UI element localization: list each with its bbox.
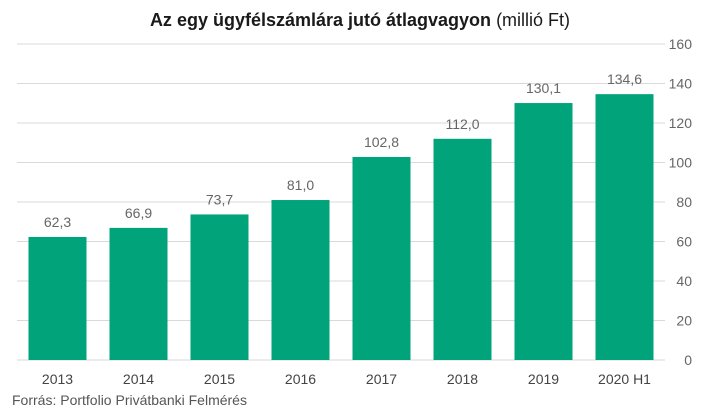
x-tick-label: 2014 <box>123 371 154 387</box>
bar-value-label: 112,0 <box>446 116 480 132</box>
y-tick-label: 60 <box>676 234 692 250</box>
x-tick-label: 2020 H1 <box>598 371 651 387</box>
bar <box>271 200 330 360</box>
bar <box>514 103 573 361</box>
chart-title-unit: (millió Ft) <box>496 10 571 30</box>
source-note: Forrás: Portfolio Privátbanki Felmérés <box>12 392 247 408</box>
bar <box>595 94 654 360</box>
bar-value-label: 81,0 <box>287 177 314 193</box>
bar-value-label: 102,8 <box>364 134 399 150</box>
bar <box>433 138 492 360</box>
bar-value-label: 73,7 <box>206 191 233 207</box>
y-tick-label: 40 <box>676 273 692 289</box>
bar <box>190 214 249 360</box>
x-tick-label: 2018 <box>447 371 478 387</box>
x-tick-label: 2019 <box>528 371 559 387</box>
bar <box>109 227 168 360</box>
bar-value-label: 66,9 <box>125 205 152 221</box>
chart-title: Az egy ügyfélszámlára jutó átlagvagyon (… <box>0 10 720 31</box>
y-tick-label: 100 <box>669 155 693 171</box>
y-tick-label: 80 <box>676 194 692 210</box>
y-tick-label: 140 <box>669 76 693 92</box>
y-tick-label: 0 <box>684 352 692 368</box>
x-tick-label: 2013 <box>42 371 73 387</box>
bar-value-label: 62,3 <box>44 214 71 230</box>
x-tick-label: 2015 <box>204 371 235 387</box>
bar <box>28 236 87 360</box>
bar <box>352 156 411 360</box>
y-tick-label: 120 <box>669 115 693 131</box>
y-tick-label: 20 <box>676 313 692 329</box>
bar-value-label: 134,6 <box>607 71 642 87</box>
y-tick-label: 160 <box>669 36 693 52</box>
x-tick-label: 2017 <box>366 371 397 387</box>
x-tick-label: 2016 <box>285 371 316 387</box>
chart-title-main: Az egy ügyfélszámlára jutó átlagvagyon <box>149 10 492 30</box>
bar-value-label: 130,1 <box>526 80 561 96</box>
